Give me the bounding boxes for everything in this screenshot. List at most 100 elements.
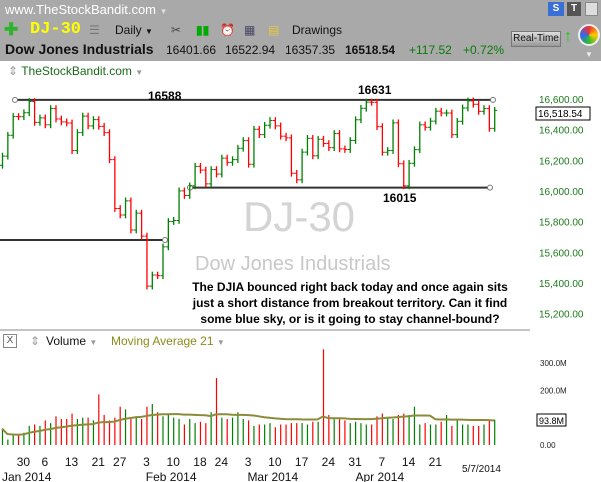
x-tick-label: 21 [429,455,443,469]
chevron-down-icon: ▼ [159,7,168,16]
last-date-label: 5/7/2014 [462,464,501,475]
volume-axis: 300.0M 200.0M 0.00 93.8M [536,359,567,450]
chevron-down-icon: ▼ [145,27,153,36]
x-month-label: Mar 2014 [247,470,298,482]
resize-icon[interactable]: ⇕ [30,334,41,348]
close-volume-icon[interactable]: X [3,334,17,348]
x-tick-label: 7 [379,455,386,469]
x-month-label: Jan 2014 [2,470,52,482]
watermark-symbol: DJ-30 [243,193,356,240]
alarm-icon[interactable]: ⏰ [220,23,235,37]
realtime-button[interactable]: Real-Time [511,31,561,47]
s-label: S [552,3,560,14]
x-month-label: Apr 2014 [355,470,404,482]
period-select[interactable]: Daily ▼ [115,23,153,37]
up-arrow-icon: ↑ [564,28,572,45]
bar-chart-icon[interactable]: ▮▮ [196,23,210,37]
x-axis: 30 6 13 21 27 3 10 18 24 3 10 17 24 31 7 14 21 Jan 2014 Fe… [2,455,501,482]
tools-icon[interactable]: ✂ [171,23,182,37]
chevron-down-icon: ▼ [89,338,98,347]
period-label: Daily [115,23,142,37]
note-line: some blue sky, or is it going to stay ch… [200,312,500,326]
chevron-down-icon: ▼ [216,338,225,347]
price-tick-label: 15,400.00 [539,279,584,290]
symbol-label[interactable]: DJ-30 [30,20,82,39]
x-tick-label: 24 [322,455,336,469]
price-axis: 16,600.00 16,400.00 16,200.00 16,000.00 15,8… [535,95,591,321]
quote-pct: +0.72% [463,43,505,57]
x-tick-label: 10 [268,455,282,469]
x-tick-label: 6 [41,455,48,469]
line-handle [12,96,18,103]
line-handle [487,184,493,191]
last-price-label: 16,518.54 [538,109,583,120]
annotation-label: 16588 [148,89,182,103]
t-label: T [570,3,578,14]
quote-bar [0,40,601,61]
chart-note: The DJIA bounced right back today and on… [165,279,535,327]
trend-lines: 16588 16631 16015 [0,83,496,243]
note-line: The DJIA bounced right back today and on… [192,280,508,294]
x-tick-label: 31 [348,455,362,469]
moving-average-line [1,413,495,436]
price-tick-label: 16,400.00 [539,126,584,137]
x-tick-label: 18 [193,455,207,469]
list-icon[interactable]: ☰ [89,23,100,37]
x-tick-label: 3 [143,455,150,469]
price-tick-label: 16,000.00 [539,187,584,198]
price-tick-label: 15,200.00 [539,310,584,321]
watermark-name: Dow Jones Industrials [195,253,391,275]
site-menu[interactable]: www.TheStockBandit.com ▼ [5,2,168,17]
x-tick-label: 14 [402,455,416,469]
last-price-box [535,106,591,121]
x-tick-label: 24 [215,455,229,469]
notes-icon[interactable]: ▤ [268,23,280,37]
calendar-add-icon[interactable]: ▦ [244,23,256,37]
chart-source[interactable]: ⇕ TheStockBandit.com ▼ [8,64,143,78]
price-tick-label: 16,200.00 [539,156,584,167]
annotation-label: 16015 [383,191,417,205]
note-line: just a short distance from breakout terr… [192,296,508,310]
x-month-label: Feb 2014 [146,470,197,482]
resize-icon: ⇕ [8,64,19,78]
last-volume-box [536,413,567,427]
price-bars [0,97,498,290]
price-tick-label: 15,600.00 [539,248,584,259]
price-tick-label: 15,800.00 [539,218,584,229]
volume-tick-label: 300.0M [540,359,567,368]
quote-change: +117.52 [409,43,452,57]
source-label: TheStockBandit.com [21,64,132,78]
x-tick-label: 27 [113,455,127,469]
s-button[interactable]: S [548,2,564,16]
collapse-icon[interactable]: ▼ [585,50,593,59]
x-tick-label: 17 [295,455,309,469]
volume-label: Volume [46,334,87,348]
quote-last: 16518.54 [345,43,396,57]
quote-high: 16522.94 [225,43,276,57]
last-volume-label: 93.8M [539,416,564,426]
x-tick-label: 21 [92,455,106,469]
x-tick-label: 3 [245,455,252,469]
line-handle [490,96,496,103]
palette-icon[interactable] [578,24,600,46]
drawings-button[interactable]: Drawings [292,23,343,37]
quote-low: 16357.35 [285,43,336,57]
ma-title[interactable]: Moving Average 21 ▼ [111,334,225,348]
title-bar: www.TheStockBandit.com ▼ S T [0,0,601,20]
toolbar [0,20,601,40]
x-tick-label: 30 [17,455,31,469]
annotation-label: 16631 [358,83,392,97]
add-symbol-icon[interactable]: ✚ [4,20,19,39]
site-label: www.TheStockBandit.com [5,2,157,17]
t-button[interactable]: T [567,2,581,16]
quote-open: 16401.66 [166,43,217,57]
volume-tick-label: 0.00 [540,441,556,450]
volume-bars [1,349,496,445]
save-icon[interactable] [585,2,598,16]
chevron-down-icon: ▼ [135,68,144,77]
x-tick-label: 10 [167,455,181,469]
quote-name: Dow Jones Industrials [5,41,154,57]
volume-title[interactable]: Volume ▼ [46,334,97,348]
price-tick-label: 16,600.00 [539,95,584,106]
